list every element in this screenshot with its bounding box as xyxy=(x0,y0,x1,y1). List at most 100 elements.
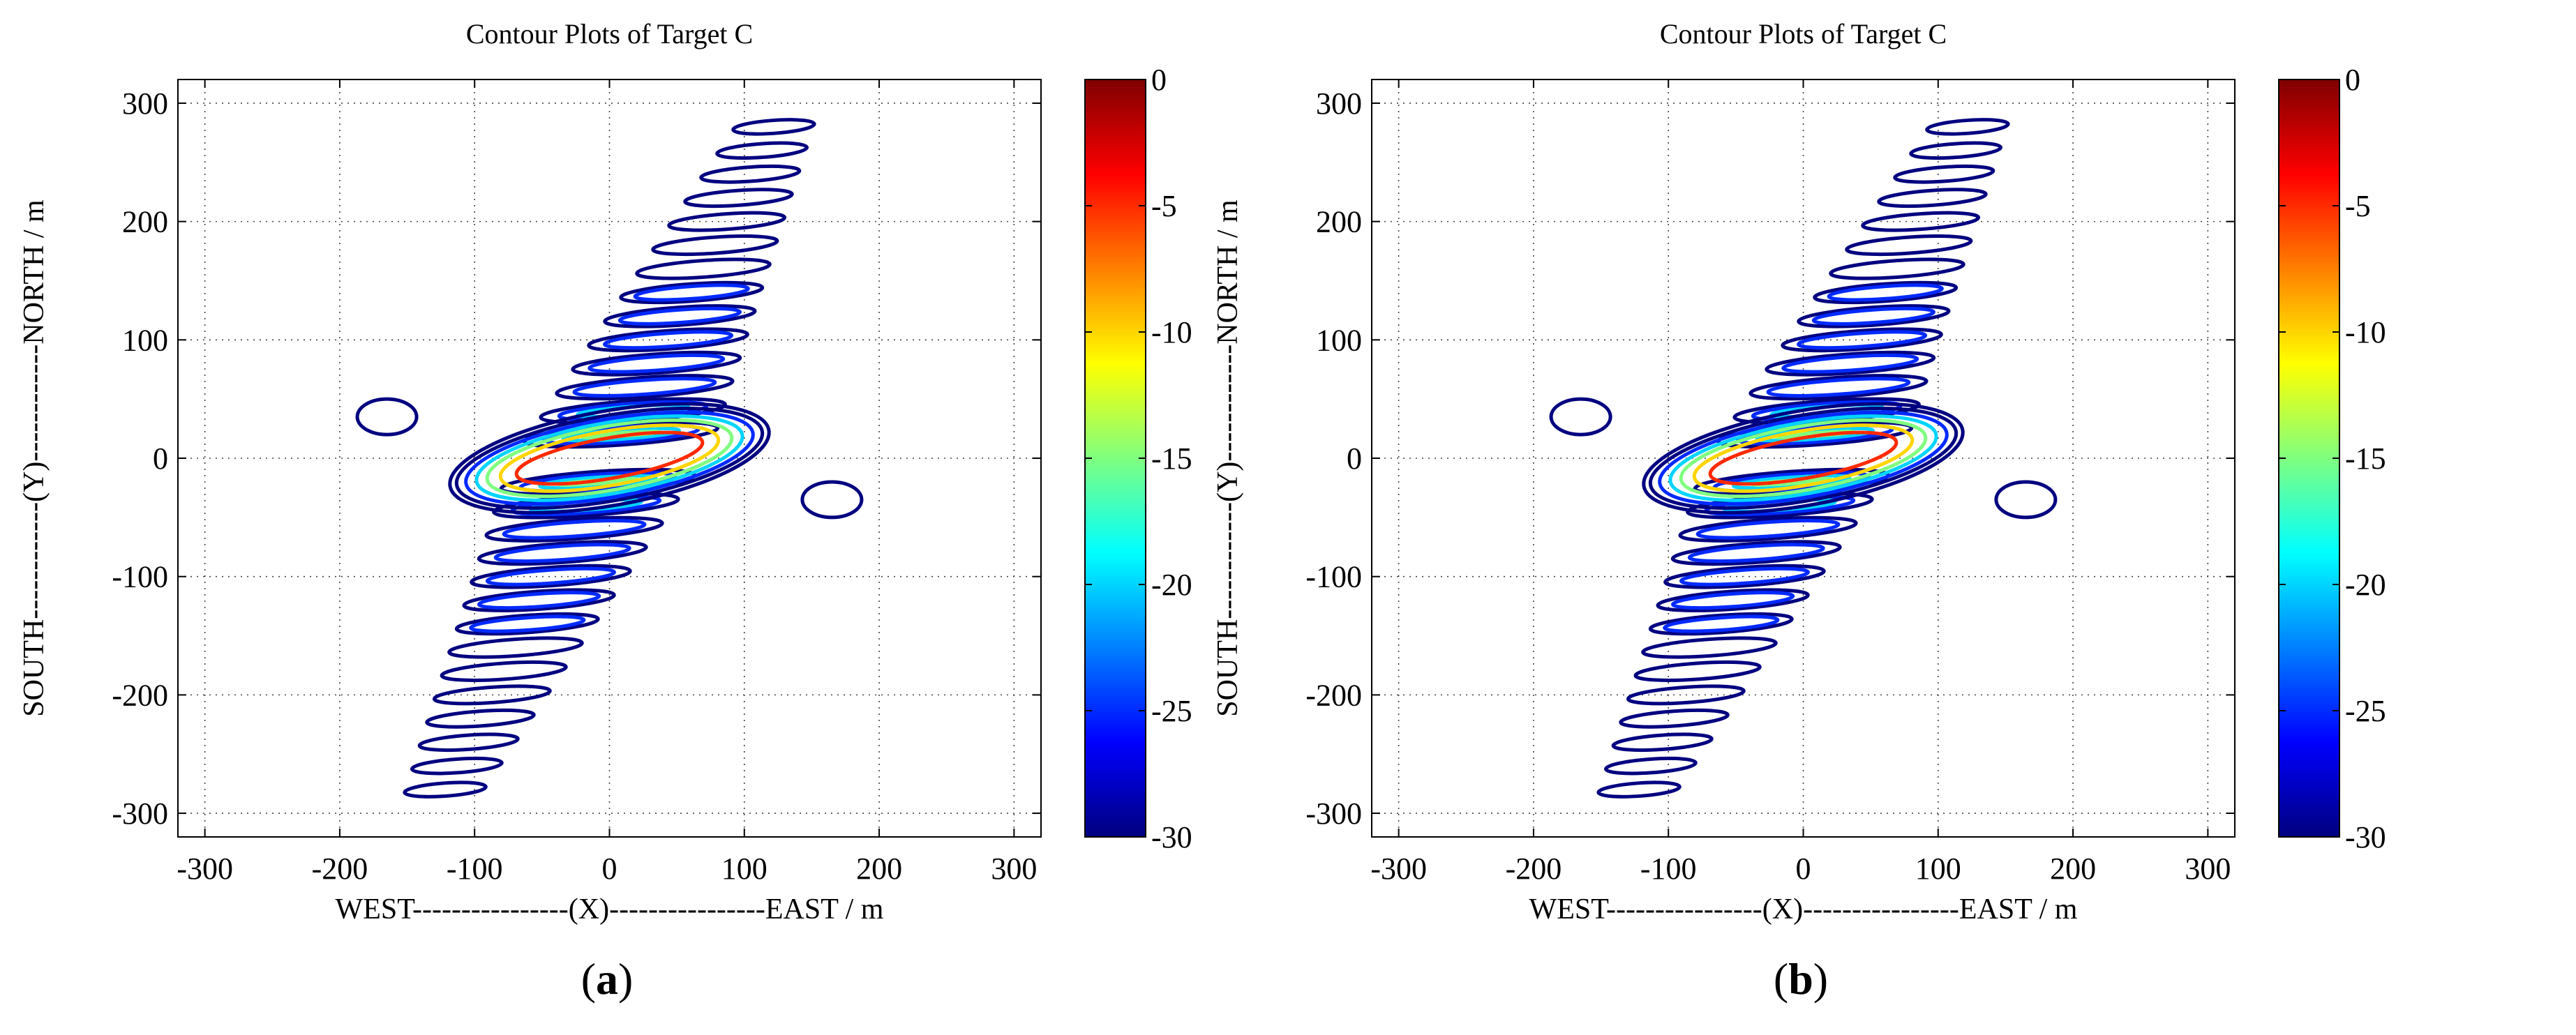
chart-title: Contour Plots of Target C xyxy=(466,18,753,50)
x-tick-label: 200 xyxy=(2050,852,2096,886)
x-axis-label: WEST----------------(X)----------------E… xyxy=(336,893,884,926)
y-axis-label: SOUTH------------(Y)------------NORTH / … xyxy=(18,199,50,717)
x-tick-label: -200 xyxy=(312,852,368,886)
contour-sidelobe xyxy=(425,708,536,729)
contour-main-lobe xyxy=(1692,423,1915,493)
panel-label-letter: a xyxy=(596,954,618,1004)
colorbar-tick-label: -10 xyxy=(1151,315,1192,349)
contour-sidelobe xyxy=(1611,732,1714,753)
y-tick-label: -100 xyxy=(1305,560,1362,594)
colorbar-tick-label: -20 xyxy=(2345,568,2386,602)
contour-sidelobe xyxy=(1861,211,1981,232)
contour-sidelobe xyxy=(447,636,584,659)
colorbar-tick-label: -5 xyxy=(1151,189,1177,223)
contour-sidelobe xyxy=(469,614,586,633)
contour-sidelobe xyxy=(1811,306,1935,326)
chart-panel-b: Contour Plots of Target C-300 -200 -100 0 10… xyxy=(1212,18,2386,1004)
contour-sidelobe xyxy=(603,330,734,350)
contour-sidelobe xyxy=(484,515,664,543)
colorbar-tick-label: -5 xyxy=(2345,189,2371,223)
colorbar-tick-label: -30 xyxy=(2345,820,2386,854)
x-tick-label: 300 xyxy=(991,852,1037,886)
contour-sidelobe xyxy=(1765,350,1936,377)
contour-sidelobe xyxy=(1633,660,1762,682)
contour-sidelobe xyxy=(462,588,616,612)
contour-main-lobe xyxy=(1679,418,1928,499)
y-axis-label: SOUTH------------(Y)------------NORTH / … xyxy=(1212,199,1244,717)
contour-main-lobe xyxy=(485,418,734,499)
contour-sidelobe xyxy=(1648,612,1794,636)
contour-isolated-lobe xyxy=(800,480,864,520)
contour-isolated-lobe xyxy=(1994,480,2058,520)
x-tick-label: 0 xyxy=(602,852,617,886)
contour-sidelobe xyxy=(1670,540,1842,566)
contour-sidelobe xyxy=(485,566,616,587)
y-tick-label: -200 xyxy=(112,678,168,712)
contour-main-lobe xyxy=(1648,407,1959,510)
contour-sidelobe xyxy=(1695,519,1841,540)
contour-sidelobe xyxy=(403,780,488,799)
y-tick-label: 200 xyxy=(122,205,168,239)
contour-sidelobe xyxy=(731,118,816,136)
contour-sidelobe xyxy=(477,540,648,566)
x-tick-label: -100 xyxy=(1640,852,1697,886)
contour-sidelobe xyxy=(572,377,717,398)
contour-sidelobe xyxy=(1663,614,1780,633)
contour-main-lobe xyxy=(514,430,705,486)
colorbar-tick-label: -10 xyxy=(2345,315,2386,349)
contour-isolated-lobe xyxy=(355,397,419,437)
colorbar-tick-label: 0 xyxy=(2345,63,2360,97)
contour-main-lobe xyxy=(474,414,744,502)
colorbar xyxy=(2278,79,2340,838)
contour-main-lobe xyxy=(1658,410,1949,506)
contour-sidelobe xyxy=(1663,564,1826,589)
contour-sidelobe xyxy=(1925,118,2010,136)
contour-sidelobe xyxy=(1781,353,1919,374)
contour-sidelobe xyxy=(635,257,772,280)
colorbar-tick-label: -20 xyxy=(1151,568,1192,602)
contour-sidelobe xyxy=(651,234,779,257)
colorbar xyxy=(1084,79,1146,838)
y-tick-label: 100 xyxy=(122,323,168,357)
contour-sidelobe xyxy=(617,306,742,326)
contour-sidelobe xyxy=(571,350,742,377)
contour-layer xyxy=(355,118,864,799)
contour-sidelobe xyxy=(1619,708,1730,729)
x-tick-label: 0 xyxy=(1796,852,1811,886)
y-tick-label: -200 xyxy=(1305,678,1362,712)
contour-main-lobe xyxy=(464,410,755,506)
contour-sidelobe xyxy=(619,280,765,305)
contour-main-lobe xyxy=(1668,414,1938,502)
y-tick-label: 0 xyxy=(153,441,168,476)
contour-sidelobe xyxy=(1909,141,2003,160)
x-tick-label: 300 xyxy=(2185,852,2231,886)
x-tick-label: 200 xyxy=(856,852,902,886)
contour-sidelobe xyxy=(1678,515,1858,543)
contour-main-lobe xyxy=(448,402,771,515)
y-tick-label: 200 xyxy=(1316,205,1362,239)
colorbar-tick-label: 0 xyxy=(1151,63,1167,97)
contour-sidelobe xyxy=(502,519,647,540)
y-tick-label: -300 xyxy=(112,796,168,831)
contour-sidelobe xyxy=(477,591,601,610)
y-tick-label: -100 xyxy=(112,560,168,594)
panel-label: (b) xyxy=(1774,954,1828,1004)
x-tick-label: -200 xyxy=(1506,852,1562,886)
y-tick-label: -300 xyxy=(1305,796,1362,831)
contour-sidelobe xyxy=(1748,374,1929,401)
contour-sidelobe xyxy=(417,732,520,753)
contour-sidelobe xyxy=(667,211,787,232)
contour-sidelobe xyxy=(1781,327,1943,353)
chart-panel-a: Contour Plots of Target C-300 -200 -100 0 10… xyxy=(18,18,1192,1004)
y-tick-label: 0 xyxy=(1347,441,1362,476)
contour-sidelobe xyxy=(470,564,632,589)
colorbar-tick-label: -15 xyxy=(1151,441,1192,476)
contour-sidelobe xyxy=(1641,636,1778,659)
x-axis-label: WEST----------------(X)----------------E… xyxy=(1529,893,2078,926)
contour-layer xyxy=(1549,118,2058,799)
contour-sidelobe xyxy=(493,543,631,564)
x-tick-label: -300 xyxy=(177,852,233,886)
contour-sidelobe xyxy=(633,283,750,302)
contour-sidelobe xyxy=(1829,257,1965,280)
